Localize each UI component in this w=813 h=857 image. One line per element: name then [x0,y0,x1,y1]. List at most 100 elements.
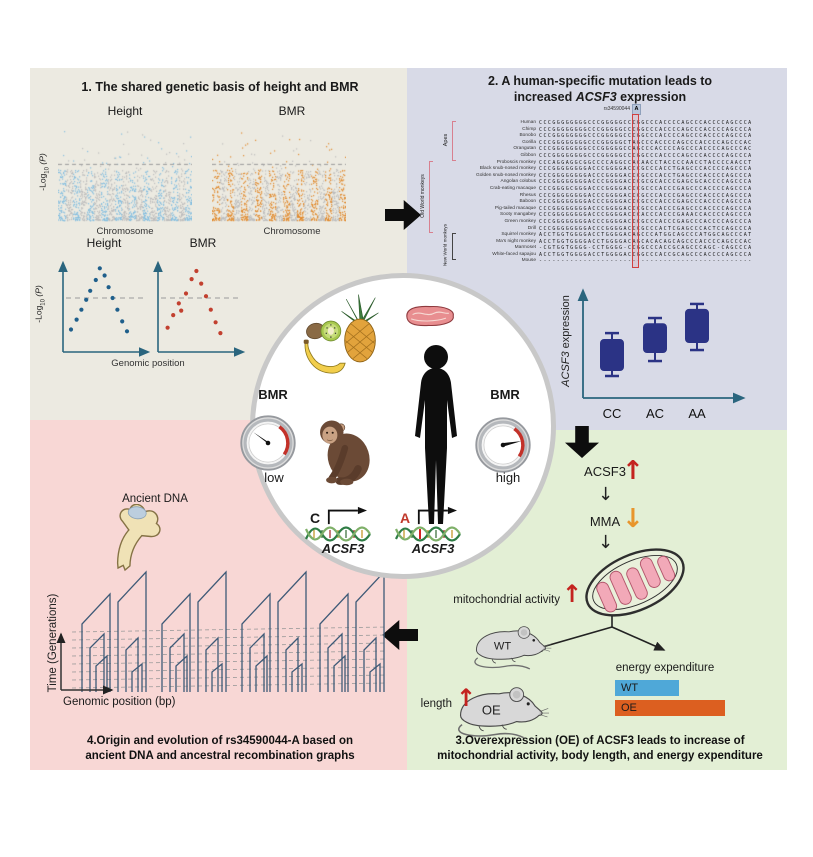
species-name: Golden snub-nosed monkey [476,172,536,178]
pineapple-icon [341,294,379,363]
species-name: Black snub-nosed monkey [479,166,536,172]
acsf3-to-mma-arrow-icon: ↓ [598,484,614,505]
species-name: Sooty mangabey [499,212,536,218]
alignment-row-proboscis-monkey: Proboscis monkey CCCAGGAGGCGGCCCCAGGCCACA… [428,160,768,167]
old-world-monkeys-label: Old World monkeys [420,174,426,218]
graphical-abstract: 1. The shared genetic basis of height an… [30,68,787,770]
acsf3-node-label: ACSF3 [584,464,626,479]
oe-mouse-label: OE [482,703,501,718]
genotype-cc-label: CC [603,406,622,421]
scatter-point [74,317,79,322]
species-sequence: CCCGGGGGGGGCCCGGGGGCCCGGCCCACCCCAGCCCACC… [539,133,753,140]
time-generations-ylabel: Time (Generations) [47,593,59,693]
mma-node-label: MMA [589,514,621,529]
scatter-point [208,307,213,312]
gwas-bmr-label: BMR [278,104,306,118]
acsf3-expression-boxplot: CC AC AA [577,288,746,421]
panel4-caption: 4.Origin and evolution of rs34590044-A b… [85,735,355,762]
acsf3-gene-a-label: ACSF3 [411,541,455,556]
species-name: Drill [527,225,536,231]
manhattan-ylabel: -Log10 (P) [37,153,51,191]
species-name: Marmoset [514,245,536,251]
oe-mouse-icon: OE [458,686,550,739]
alignment-row-baboon: Baboon CCCGGGGGGGGACCCGGGGACCCGCCCACCCGAG… [428,199,768,206]
species-sequence: CCCGGGGGGGGACCCGGGGACCCGCCCACCCGAGCCCACC… [539,192,753,199]
species-name: Chimp [522,126,536,132]
mitochondrion-icon [585,548,685,617]
genotype-ac-label: AC [646,406,664,421]
species-sequence: CCCGGGGGGGGCCCGGGGGCCCGGCCCACCCCAGCCCACC… [539,126,753,133]
scatter-point [124,329,130,334]
length-label: length [420,698,452,710]
box-CC [600,331,624,378]
panel1-title: 1. The shared genetic basis of height an… [81,80,359,94]
alignment-row-black-snub-nosed-monkey: Black snub-nosed monkey CCCGGGGGGGGACCCGG… [428,166,768,173]
bone-icon [116,504,161,572]
bmr-high-title: BMR [490,387,520,402]
species-sequence: CCCGGGGGGGGACCCGGGGACCCGCCCACCCGAGCCCACC… [539,205,753,212]
gwas-height-label: Height [107,104,143,118]
alignment-row-gibbon: Gibbon CCCGGGGGGGGCCCGGGGGCCCGGCCCACCCCAG… [428,153,768,160]
species-name: Proboscis monkey [496,159,536,165]
species-name: White-faced sapajou [492,251,536,257]
scatter-point [120,319,125,324]
alignment-row-crab-eating-macaque: Crab-eating macaque CCCGGGGCGGGACCCGGGGAC… [428,186,768,193]
alignment-row-golden-snub-nosed-monkey: Golden snub-nosed monkey CCCGGGGGGGGACCCG… [428,173,768,180]
scatter-point [176,301,181,306]
scatter-height-label: Height [86,236,122,250]
alignment-row-chimp: Chimp CCCGGGGGGGGCCCGGGGGCCCGGCCCACCCCAGC… [428,127,768,134]
panel3-caption: 3.Overexpression (OE) of ACSF3 leads to … [437,735,763,762]
scatter-plot-bmr [153,260,246,357]
species-sequence: CCCGGGGGGGGACCCGGGGACCCGCCCACCCGAGCCCACC… [539,218,753,225]
species-sequence: CCCGGGGGGGGACCCGGGGACCCGCCCACCTGAGCCCACC… [539,166,753,173]
promoter-arrow-c-icon [327,506,367,525]
genomic-position-xlabel: Genomic position (bp) [63,696,176,708]
human-silhouette-icon [415,345,457,524]
bmr-low-title: BMR [258,387,288,402]
apes-group-label: Apes [443,133,449,147]
alignment-row-gorilla: Gorilla CCCGGGGGGGGCCCGGGGGCTAGCCCACCCCAG… [428,140,768,147]
promoter-arrow-a-icon [417,506,457,525]
dna-helix-a-icon [395,526,461,542]
alignment-row-drill: Drill CCCGGGGGGGGACCCGGGGACCCGCCCACTCGAGC… [428,226,768,233]
species-sequence: CCCGGGGGGGGACCCGGGGACCCGCCCACCTGAGCCCACC… [539,172,753,179]
energy-expenditure-label: energy expenditure [615,662,715,674]
allele-a-label: A [400,510,411,526]
species-sequence: CCCGGGGGGGGACCCGGGGACCCACCCACCCGAAACCACC… [539,212,753,219]
meat-icon [406,305,454,327]
species-sequence: ACCTGGTGGGGACCTGGGGACAGCACACAGCAGCCCACCC… [539,238,753,245]
scatter-point [165,325,170,330]
monkey-icon [320,420,370,486]
oe-energy-bar: OE [615,700,725,716]
alignment-row-sooty-mangabey: Sooty mangabey CCCGGGGGGGGACCCGGGGACCCACC… [428,212,768,219]
mito-activity-up-arrow-icon: ↑ [562,580,583,608]
scatter-point [106,285,111,290]
scatter-point [93,277,98,283]
species-sequence: ACCTGGTGGGGACCTGGGGACCGGCCCACCGCAGCCCACC… [539,251,753,258]
species-sequence: CCCAGGAGGCGGCCCCAGGCCACAACCTACCCCAACCTAC… [539,159,753,166]
old-world-monkeys-bracket [429,161,433,233]
manhattan-xlabel-height: Chromosome [96,226,154,237]
dna-helix-c-icon [305,526,371,542]
mma-down-arrow-icon: ↓ [622,504,644,534]
scatter-point [115,307,120,312]
species-name: Human [520,120,536,125]
species-sequence: -CGTGGTGGGG-CCTGGGG-CCGGCCCACCGCAGCCCAGC… [539,245,753,252]
alignment-row-rhesus: Rhesus CCCGGGGGGGGACCCGGGGACCCGCCCACCCGAG… [428,193,768,200]
allele-c-label: C [310,510,321,526]
species-sequence: ----------------------------------------… [539,258,753,265]
mitochondrial-activity-label: mitochondrial activity [453,594,560,606]
apes-bracket [452,121,456,161]
scatter-point [102,273,107,278]
alignment-row-marmoset: Marmoset -CGTGGTGGGG-CCTGGGG-CCGGCCCACCGC… [428,245,768,252]
species-name: Crab-eating macaque [489,185,536,191]
banana-icon [303,339,346,374]
acsf3-gene-c-label: ACSF3 [321,541,365,556]
scatter-point [218,331,223,336]
species-name: Ma's night monkey [496,238,536,244]
scatter-point [203,294,209,299]
scatter-point [79,307,84,312]
wt-mouse-label: WT [494,640,511,652]
alignment-row-mouse: Mouse -----------------------------------… [428,258,768,265]
species-name: Baboon [519,199,536,205]
